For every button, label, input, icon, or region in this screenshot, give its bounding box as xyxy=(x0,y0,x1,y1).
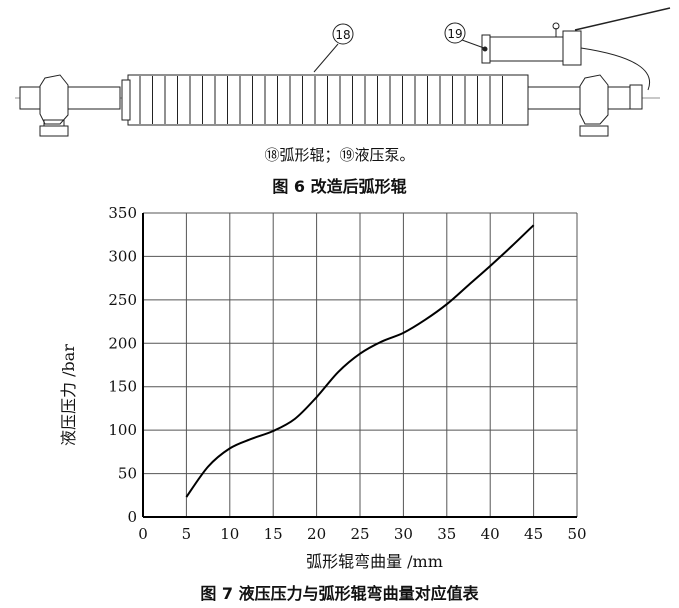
x-tick-label: 10 xyxy=(220,525,239,543)
grid xyxy=(142,212,578,518)
arc-roller-drawing: 18 19 xyxy=(15,7,671,137)
x-tick-label: 30 xyxy=(394,525,413,543)
right-bearing xyxy=(527,74,643,137)
roller-body xyxy=(121,74,529,126)
y-tick-label: 50 xyxy=(118,465,137,483)
callout-19: 19 xyxy=(444,22,485,49)
x-tick-label: 20 xyxy=(307,525,326,543)
x-tick-label: 15 xyxy=(264,525,283,543)
x-tick-label: 50 xyxy=(567,525,586,543)
svg-text:19: 19 xyxy=(447,27,462,41)
x-tick-label: 35 xyxy=(437,525,456,543)
callout-18: 18 xyxy=(313,23,354,73)
y-axis-label: 液压压力 /bar xyxy=(59,344,78,446)
pressure-bend-chart: 0 5 10 15 20 25 30 35 40 45 50 0 50 100 150 200 250 300 35… xyxy=(108,204,586,543)
x-tick-label: 40 xyxy=(481,525,500,543)
hydraulic-pump xyxy=(481,7,671,91)
series-line xyxy=(185,224,535,498)
tick-labels: 0 5 10 15 20 25 30 35 40 45 50 0 50 100 150 200 250 300 35… xyxy=(108,204,586,543)
y-tick-label: 300 xyxy=(108,247,137,265)
y-tick-label: 0 xyxy=(127,508,137,526)
x-axis-label: 弧形辊弯曲量 /mm xyxy=(306,552,443,571)
x-tick-label: 25 xyxy=(350,525,369,543)
axes xyxy=(142,213,577,518)
y-tick-label: 200 xyxy=(108,334,137,352)
y-tick-label: 150 xyxy=(108,378,137,396)
y-tick-label: 350 xyxy=(108,204,137,222)
x-tick-label: 0 xyxy=(138,525,148,543)
svg-text:18: 18 xyxy=(335,28,350,42)
figure6-legend: ⑱弧形辊；⑲液压泵。 xyxy=(264,146,415,164)
x-tick-label: 5 xyxy=(182,525,192,543)
left-bearing xyxy=(19,74,121,137)
y-tick-label: 100 xyxy=(108,421,137,439)
figure7-caption: 图 7 液压压力与弧形辊弯曲量对应值表 xyxy=(200,584,479,603)
x-tick-label: 45 xyxy=(524,525,543,543)
y-tick-label: 250 xyxy=(108,291,137,309)
figure6-caption: 图 6 改造后弧形辊 xyxy=(272,177,407,196)
